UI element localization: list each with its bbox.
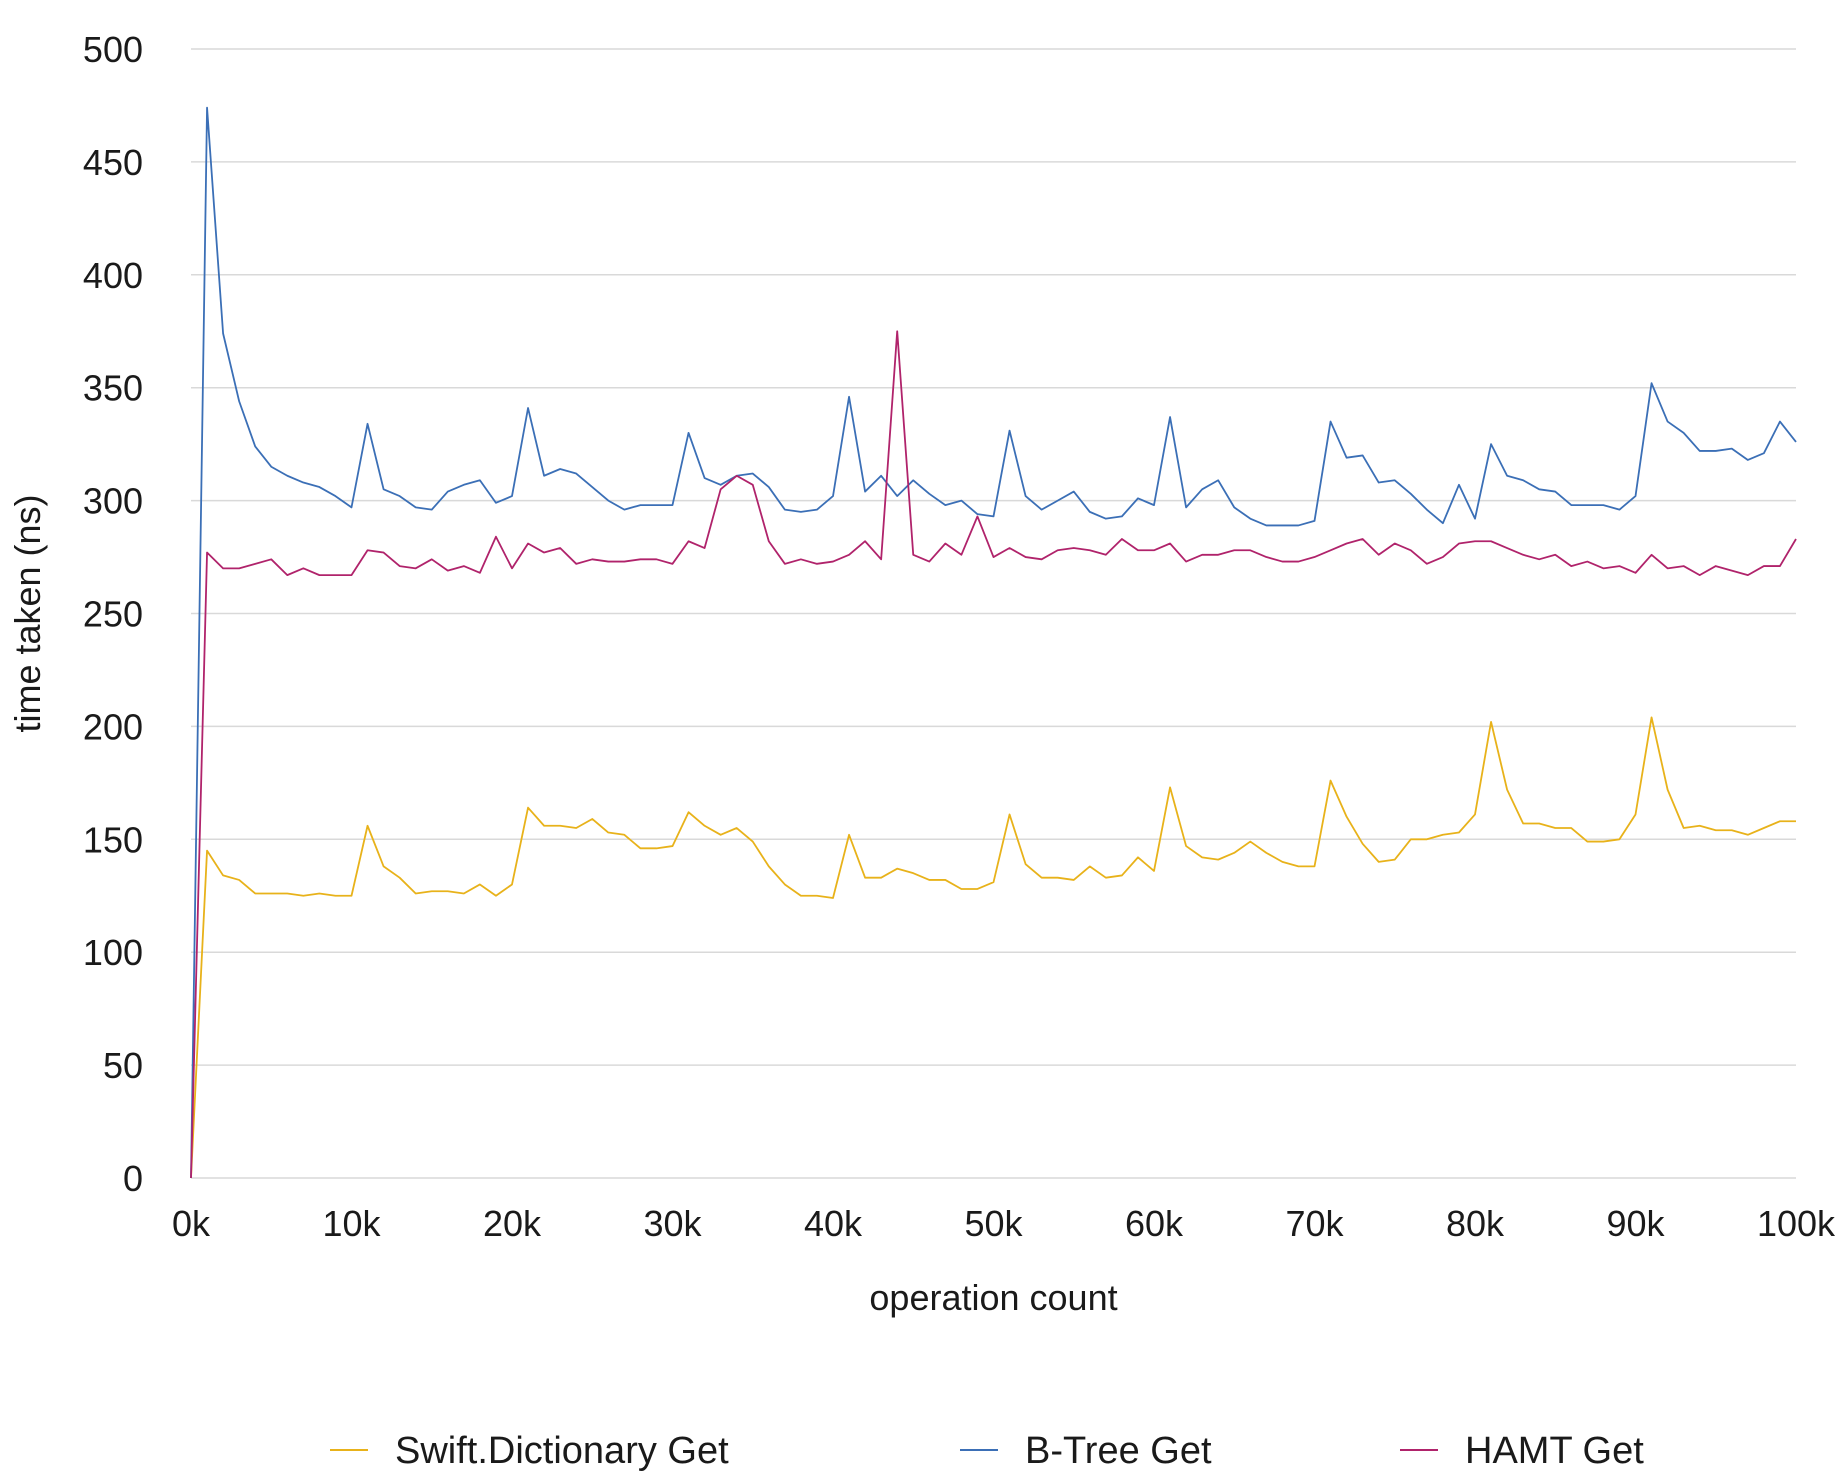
series-line-b-tree-get <box>190 106 1797 1179</box>
y-tick-label: 450 <box>83 142 143 183</box>
legend: Swift.Dictionary Get B-Tree Get HAMT Get <box>330 1430 1644 1472</box>
legend-item: B-Tree Get <box>960 1430 1212 1472</box>
y-tick-label: 350 <box>83 368 143 409</box>
y-axis-ticks: 0 50 100 150 200 250 300 350 400 450 500 <box>83 29 143 1199</box>
y-tick-label: 100 <box>83 932 143 973</box>
x-tick-label: 100k <box>1757 1203 1836 1244</box>
legend-item: Swift.Dictionary Get <box>330 1430 729 1472</box>
y-tick-label: 150 <box>83 819 143 860</box>
x-axis-title: operation count <box>869 1277 1117 1318</box>
y-tick-label: 250 <box>83 594 143 635</box>
legend-label: HAMT Get <box>1465 1430 1644 1472</box>
x-tick-label: 30k <box>643 1203 702 1244</box>
y-tick-label: 500 <box>83 29 143 70</box>
y-tick-label: 400 <box>83 255 143 296</box>
y-axis-title: time taken (ns) <box>7 494 48 732</box>
x-tick-label: 90k <box>1606 1203 1665 1244</box>
y-tick-label: 300 <box>83 481 143 522</box>
y-tick-label: 0 <box>123 1158 143 1199</box>
legend-label: Swift.Dictionary Get <box>395 1430 729 1472</box>
y-tick-label: 200 <box>83 706 143 747</box>
x-tick-label: 0k <box>172 1203 211 1244</box>
legend-label: B-Tree Get <box>1025 1430 1212 1472</box>
series-line-swift-dictionary-get <box>190 716 1796 1179</box>
series-lines <box>190 106 1797 1179</box>
x-tick-label: 40k <box>804 1203 863 1244</box>
x-tick-label: 20k <box>483 1203 542 1244</box>
x-tick-label: 10k <box>322 1203 381 1244</box>
gridlines <box>191 48 1796 1179</box>
x-tick-label: 50k <box>964 1203 1023 1244</box>
x-tick-label: 80k <box>1446 1203 1505 1244</box>
series-line-hamt-get <box>190 330 1797 1179</box>
x-tick-label: 70k <box>1285 1203 1344 1244</box>
legend-item: HAMT Get <box>1400 1430 1644 1472</box>
x-axis-ticks: 0k 10k 20k 30k 40k 50k 60k 70k 80k 90k 100k <box>172 1203 1836 1244</box>
y-tick-label: 50 <box>103 1045 143 1086</box>
x-tick-label: 60k <box>1125 1203 1184 1244</box>
